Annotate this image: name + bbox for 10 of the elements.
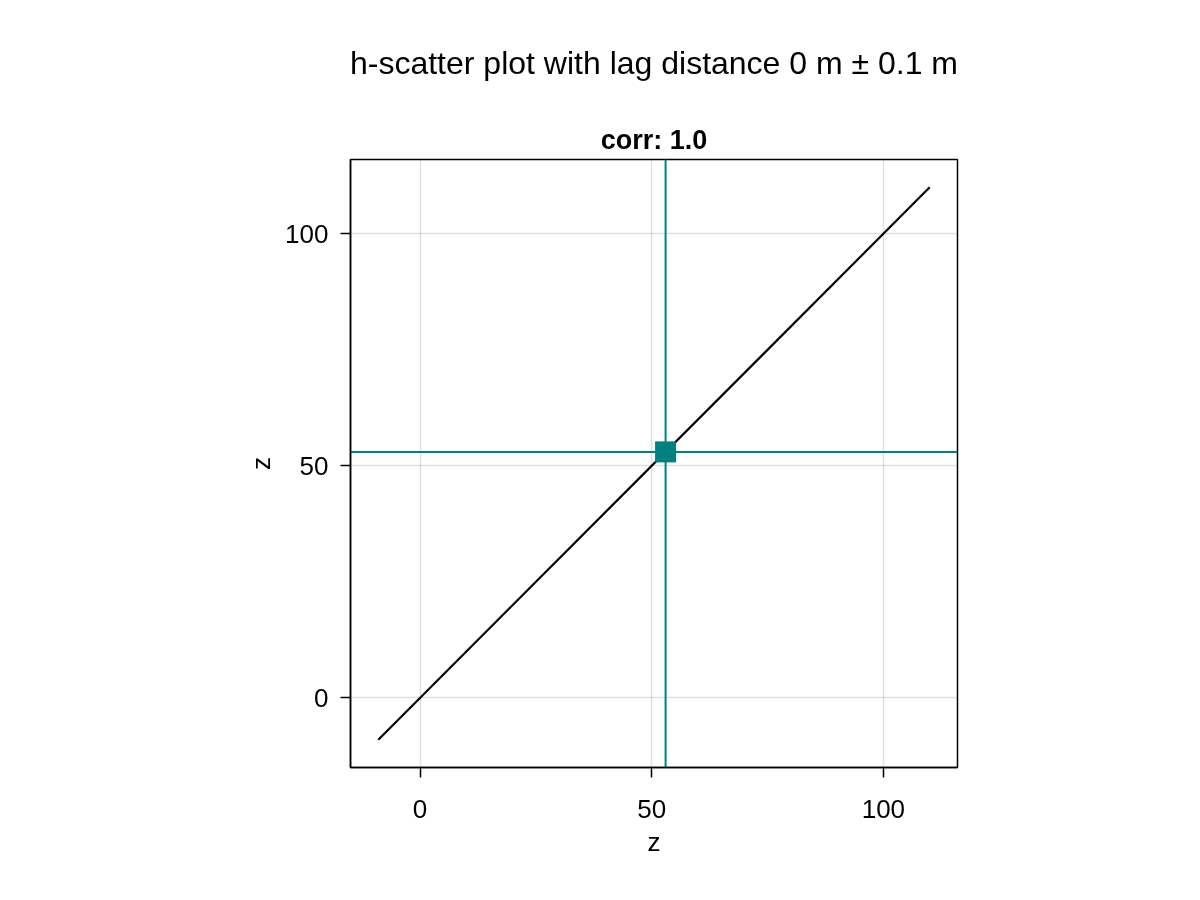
x-tick-label: 50 — [637, 793, 667, 824]
y-axis-title: z — [246, 457, 277, 470]
chart-subtitle: corr: 1.0 — [600, 125, 708, 155]
x-tick-label: 100 — [861, 793, 906, 824]
y-tick-label: 100 — [285, 218, 329, 249]
x-tick-label: 0 — [412, 793, 428, 824]
y-tick-label: 0 — [314, 682, 329, 713]
chart-title: h-scatter plot with lag distance 0 m ± 0.1 m — [349, 45, 959, 81]
x-axis-title: z — [647, 826, 661, 857]
y-tick-label: 50 — [299, 450, 329, 481]
